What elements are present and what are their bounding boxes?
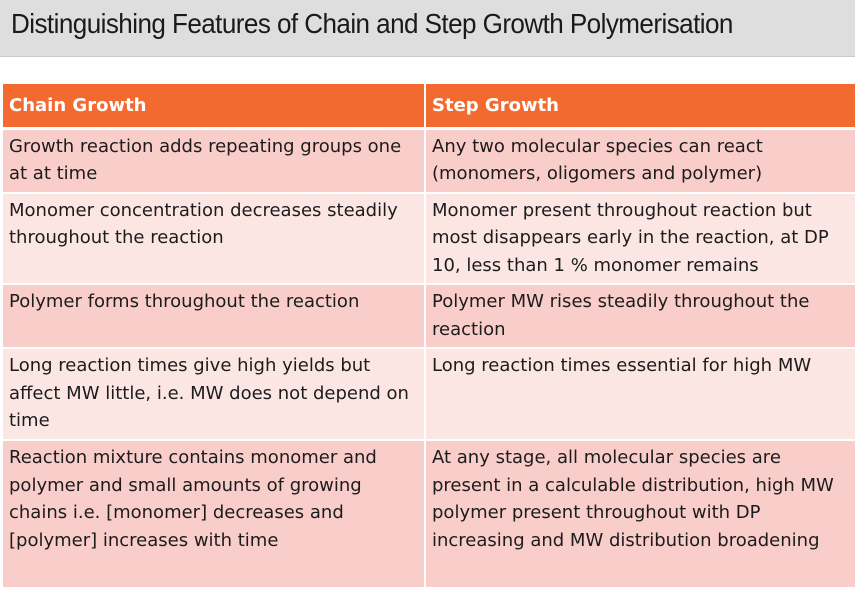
table-header-row: Chain Growth Step Growth	[3, 84, 855, 130]
slide-title: Distinguishing Features of Chain and Ste…	[11, 8, 733, 39]
step-growth-cell: Polymer MW rises steadily throughout the…	[425, 284, 855, 349]
table-row: Monomer concentration decreases steadily…	[3, 192, 855, 285]
header-chain-growth: Chain Growth	[3, 84, 426, 130]
chain-growth-cell: Growth reaction adds repeating groups on…	[3, 128, 426, 194]
chain-growth-cell: Polymer forms throughout the reaction	[3, 284, 426, 349]
chain-growth-cell: Long reaction times give high yields but…	[3, 348, 426, 441]
chain-growth-cell: Monomer concentration decreases steadily…	[3, 192, 426, 285]
table-row: Growth reaction adds repeating groups on…	[3, 128, 855, 194]
title-bar: Distinguishing Features of Chain and Ste…	[0, 0, 855, 57]
step-growth-cell: Monomer present throughout reaction but …	[425, 192, 855, 285]
chain-growth-cell: Reaction mixture contains monomer and po…	[3, 440, 426, 589]
step-growth-cell: Any two molecular species can react (mon…	[425, 128, 855, 194]
table-row: Polymer forms throughout the reaction Po…	[3, 284, 855, 349]
table-row: Reaction mixture contains monomer and po…	[3, 440, 855, 589]
step-growth-cell: Long reaction times essential for high M…	[425, 348, 855, 441]
comparison-table: Chain Growth Step Growth Growth reaction…	[3, 84, 855, 589]
step-growth-cell: At any stage, all molecular species are …	[425, 440, 855, 589]
table-row: Long reaction times give high yields but…	[3, 348, 855, 441]
header-step-growth: Step Growth	[425, 84, 855, 130]
